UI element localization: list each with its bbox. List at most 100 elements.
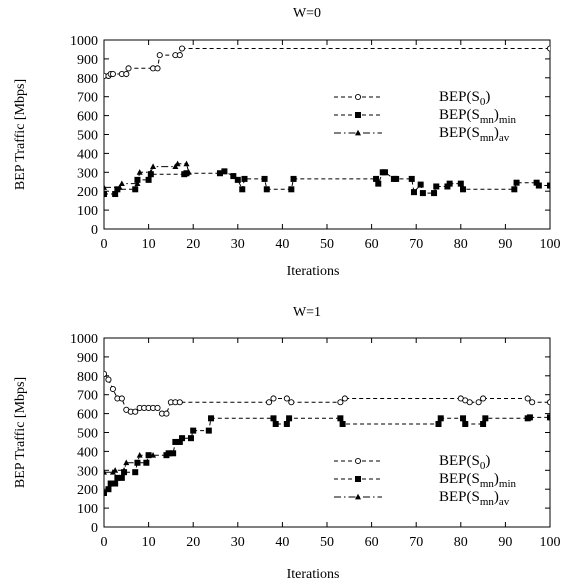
data-point	[187, 435, 194, 442]
data-point	[446, 180, 453, 187]
series-2	[104, 451, 157, 475]
data-point	[513, 179, 520, 186]
data-point	[419, 190, 426, 197]
y-tick-label: 400	[77, 445, 98, 460]
series-0	[104, 370, 550, 417]
series-line	[104, 373, 550, 415]
data-point	[154, 404, 161, 411]
data-point	[462, 420, 469, 427]
data-point	[373, 175, 380, 182]
data-point	[283, 420, 290, 427]
x-tick-label: 50	[320, 535, 334, 550]
y-axis-label: BEP Traffic [Mbps]	[13, 79, 28, 190]
x-tick-label: 80	[454, 237, 468, 252]
x-tick-label: 10	[142, 535, 156, 550]
y-tick-label: 900	[77, 53, 98, 68]
x-tick-label: 20	[186, 535, 200, 550]
y-tick-label: 1000	[70, 34, 98, 49]
data-point	[526, 414, 533, 421]
y-tick-label: 300	[77, 166, 98, 181]
x-tick-label: 90	[498, 535, 512, 550]
data-point	[535, 182, 542, 189]
data-point	[272, 420, 279, 427]
data-point	[241, 175, 248, 182]
data-point	[118, 180, 125, 187]
y-tick-label: 800	[77, 370, 98, 385]
data-point	[410, 189, 417, 196]
data-point	[118, 395, 125, 402]
x-tick-label: 100	[540, 237, 561, 252]
legend-item: BEP(S0)	[334, 89, 490, 108]
data-point	[134, 176, 141, 183]
y-tick-label: 100	[77, 204, 98, 219]
legend-label: BEP(Smn)av	[439, 125, 510, 144]
data-point	[174, 160, 181, 167]
y-tick-label: 600	[77, 110, 98, 125]
data-point	[475, 399, 482, 406]
data-point	[460, 186, 467, 193]
chart-title: W=1	[293, 305, 321, 320]
data-point	[112, 467, 119, 473]
data-point	[288, 399, 295, 406]
data-point	[183, 160, 190, 167]
data-point	[112, 480, 119, 487]
x-tick-label: 100	[540, 535, 561, 550]
data-point	[109, 385, 116, 393]
data-point	[216, 170, 223, 177]
y-tick-label: 500	[77, 129, 98, 144]
y-tick-label: 900	[77, 351, 98, 366]
data-point	[337, 399, 344, 406]
data-point	[417, 181, 424, 188]
data-point	[480, 420, 487, 427]
data-point	[381, 169, 388, 176]
data-point	[179, 435, 186, 442]
data-point	[147, 169, 154, 175]
data-point	[104, 489, 107, 496]
y-tick-label: 700	[77, 91, 98, 106]
data-point	[480, 395, 487, 402]
series-2	[104, 160, 192, 190]
data-point	[132, 408, 139, 415]
data-point	[221, 168, 228, 175]
legend-marker	[354, 457, 362, 465]
data-point	[163, 410, 170, 417]
data-point	[337, 415, 344, 422]
data-point	[261, 175, 268, 182]
data-point	[107, 480, 114, 487]
data-point	[123, 459, 130, 466]
data-point	[176, 399, 183, 406]
data-point	[145, 452, 152, 459]
x-tick-label: 90	[498, 237, 512, 252]
data-point	[511, 186, 518, 193]
x-tick-label: 10	[142, 237, 156, 252]
y-tick-label: 700	[77, 389, 98, 404]
data-point	[547, 182, 550, 189]
data-point	[118, 474, 125, 481]
chart-panel-w1: W=10 10 20 30 40 50 60 70 80 90 100010020030040050…	[13, 305, 561, 582]
data-point	[290, 175, 297, 182]
legend-label: BEP(S0)	[439, 453, 490, 472]
data-point	[239, 186, 246, 193]
y-tick-label: 0	[91, 223, 98, 238]
y-tick-label: 400	[77, 147, 98, 162]
y-tick-label: 500	[77, 427, 98, 442]
data-point	[105, 486, 112, 493]
x-axis-label: Iterations	[287, 264, 340, 279]
legend-item: BEP(Smn)min	[334, 107, 517, 126]
x-tick-label: 30	[231, 535, 245, 550]
data-point	[341, 395, 348, 402]
legend-label: BEP(Smn)min	[439, 107, 517, 126]
legend-label: BEP(S0)	[439, 89, 490, 108]
data-point	[437, 415, 444, 422]
data-point	[105, 376, 112, 383]
data-point	[546, 45, 550, 52]
legend-item: BEP(Smn)av	[334, 125, 510, 144]
data-point	[125, 65, 132, 72]
y-tick-label: 100	[77, 502, 98, 517]
x-tick-label: 0	[101, 535, 108, 550]
data-point	[156, 52, 163, 59]
data-point	[112, 191, 119, 198]
data-point	[339, 420, 346, 427]
data-point	[265, 399, 273, 406]
